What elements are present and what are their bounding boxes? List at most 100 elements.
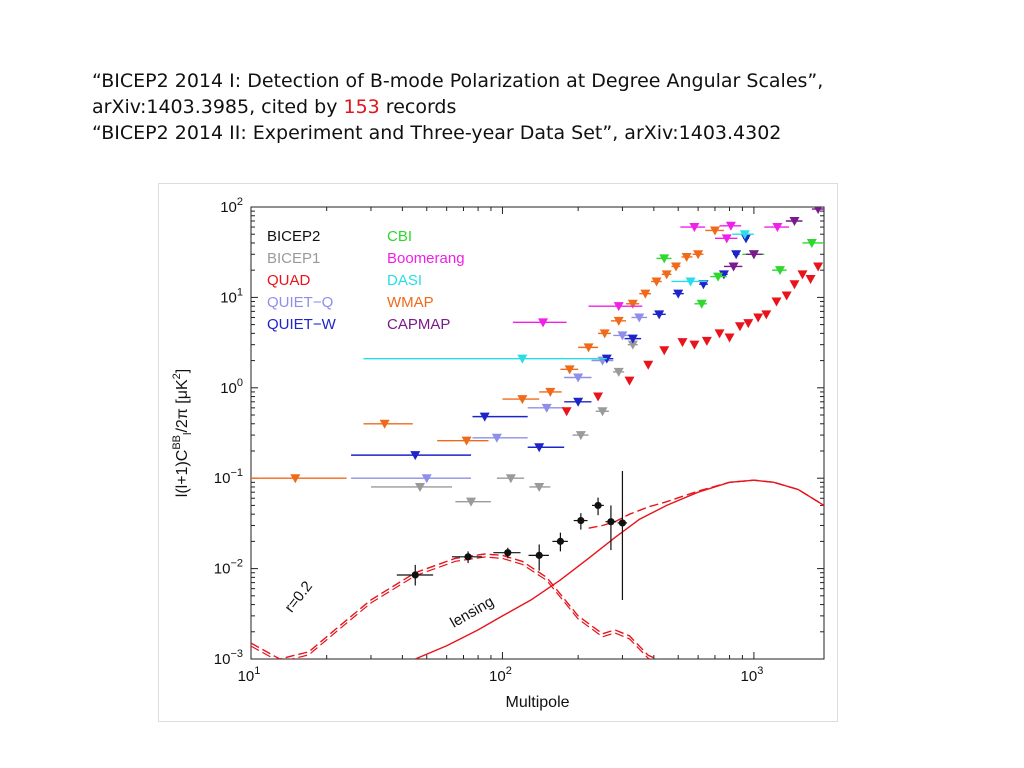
quad-upper-limit bbox=[643, 360, 654, 370]
bicep1-upper-limit bbox=[415, 482, 426, 492]
boomerang-upper-limit bbox=[538, 318, 549, 328]
bicep1-upper-limit bbox=[466, 497, 477, 507]
wmap-upper-limit bbox=[640, 289, 651, 299]
y-tick-label: 10−2 bbox=[214, 558, 243, 578]
quiet-w-upper-limit bbox=[627, 334, 638, 344]
legend-entry: CAPMAP bbox=[387, 316, 450, 333]
quiet-q-upper-limit bbox=[541, 403, 552, 413]
quad-upper-limit bbox=[805, 274, 816, 284]
model-curve-r-0-2 bbox=[251, 553, 659, 659]
bicep2-point bbox=[535, 551, 543, 559]
quiet-w-upper-limit bbox=[601, 354, 612, 364]
cbi-upper-limit bbox=[713, 272, 724, 282]
quiet-w-upper-limit bbox=[731, 250, 742, 260]
quad-upper-limit bbox=[797, 270, 808, 280]
y-tick-label: 10−3 bbox=[214, 648, 243, 668]
y-tick-label: 100 bbox=[220, 377, 243, 397]
y-tick-label: 10−1 bbox=[214, 467, 243, 487]
bicep2-point bbox=[577, 516, 585, 525]
legend-entry: BICEP2 bbox=[267, 228, 320, 245]
quad-upper-limit bbox=[813, 262, 824, 272]
quad-upper-limit bbox=[659, 346, 670, 356]
bicep1-upper-limit bbox=[597, 407, 608, 417]
wmap-upper-limit bbox=[461, 436, 472, 446]
y-tick-label: 102 bbox=[220, 196, 243, 216]
wmap-upper-limit bbox=[693, 250, 704, 260]
bicep2-point bbox=[618, 519, 627, 527]
quad-upper-limit bbox=[743, 319, 754, 329]
model-curve-total bbox=[588, 479, 824, 529]
legend-entry: QUIET−W bbox=[267, 316, 337, 333]
bicep1-upper-limit bbox=[534, 482, 545, 492]
quad-upper-limit bbox=[677, 338, 688, 348]
quad-upper-limit bbox=[781, 291, 792, 301]
wmap-upper-limit bbox=[661, 270, 672, 280]
capmap-upper-limit bbox=[748, 250, 759, 260]
x-axis-label: Multipole bbox=[505, 694, 569, 711]
dasi-upper-limit bbox=[517, 354, 528, 364]
quad-upper-limit bbox=[593, 392, 604, 402]
quad-upper-limit bbox=[714, 329, 725, 339]
paper-citation-2: “BICEP2 2014 II: Experiment and Three-ye… bbox=[92, 122, 782, 144]
quad-upper-limit bbox=[734, 322, 745, 332]
quiet-q-upper-limit bbox=[617, 331, 628, 341]
boomerang-upper-limit bbox=[772, 223, 783, 233]
cbi-upper-limit bbox=[775, 266, 786, 276]
wmap-upper-limit bbox=[599, 329, 610, 339]
bicep2-point bbox=[607, 518, 615, 526]
x-tick-label: 103 bbox=[741, 665, 764, 685]
citation-count: 153 bbox=[343, 96, 380, 118]
dasi-upper-limit bbox=[739, 230, 750, 240]
quiet-w-upper-limit bbox=[573, 397, 584, 407]
capmap-upper-limit bbox=[814, 207, 822, 215]
wmap-upper-limit bbox=[290, 474, 301, 484]
quiet-w-upper-limit bbox=[698, 280, 709, 290]
quad-upper-limit bbox=[789, 280, 800, 290]
legend-entry: QUAD bbox=[267, 272, 311, 289]
bicep1-upper-limit bbox=[627, 340, 638, 350]
quad-upper-limit bbox=[724, 333, 735, 343]
records-label: records bbox=[379, 96, 457, 118]
quiet-w-upper-limit bbox=[534, 443, 545, 453]
wmap-upper-limit bbox=[681, 252, 692, 262]
model-curve-r02-outer bbox=[251, 556, 652, 659]
wmap-upper-limit bbox=[583, 343, 594, 353]
boomerang-upper-limit bbox=[689, 223, 700, 233]
wmap-upper-limit bbox=[709, 226, 720, 236]
quad-upper-limit bbox=[624, 376, 635, 386]
legend-entry: Boomerang bbox=[387, 250, 465, 267]
legend-entry: CBI bbox=[387, 228, 412, 245]
quiet-q-upper-limit bbox=[421, 474, 432, 484]
quad-upper-limit bbox=[701, 336, 712, 346]
y-tick-label: 101 bbox=[220, 286, 243, 306]
curve-annotation: r=0.2 bbox=[281, 578, 316, 616]
quad-upper-limit bbox=[761, 310, 772, 320]
quad-upper-limit bbox=[561, 407, 572, 417]
bb-spectrum-chart: BICEP2 BICEP1 QUAD QUIET−Q QUIET−W CBI Boomera… bbox=[171, 196, 825, 711]
boomerang-upper-limit bbox=[721, 234, 732, 244]
arxiv-ref: arXiv:1403.3985, cited by bbox=[92, 96, 344, 118]
quiet-w-upper-limit bbox=[654, 310, 665, 320]
dasi-upper-limit bbox=[685, 277, 696, 287]
capmap-upper-limit bbox=[789, 217, 800, 227]
quiet-w-upper-limit bbox=[479, 412, 490, 422]
quiet-w-upper-limit bbox=[410, 451, 421, 461]
cbi-upper-limit bbox=[806, 238, 817, 248]
legend-entry: DASI bbox=[387, 272, 422, 289]
bicep2-point bbox=[504, 549, 512, 557]
wmap-upper-limit bbox=[564, 365, 575, 375]
wmap-upper-limit bbox=[613, 316, 624, 326]
x-tick-label: 101 bbox=[238, 665, 261, 685]
quiet-q-upper-limit bbox=[573, 373, 584, 383]
wmap-upper-limit bbox=[651, 277, 662, 287]
quiet-q-upper-limit bbox=[491, 433, 502, 443]
bicep2-point bbox=[594, 501, 602, 510]
quad-upper-limit bbox=[771, 297, 782, 307]
quad-upper-limit bbox=[753, 313, 764, 323]
wmap-upper-limit bbox=[379, 419, 390, 429]
quad-upper-limit bbox=[689, 340, 700, 350]
boomerang-upper-limit bbox=[613, 302, 624, 312]
capmap-upper-limit bbox=[728, 262, 739, 272]
plot-frame bbox=[250, 206, 825, 660]
wmap-upper-limit bbox=[671, 262, 682, 272]
